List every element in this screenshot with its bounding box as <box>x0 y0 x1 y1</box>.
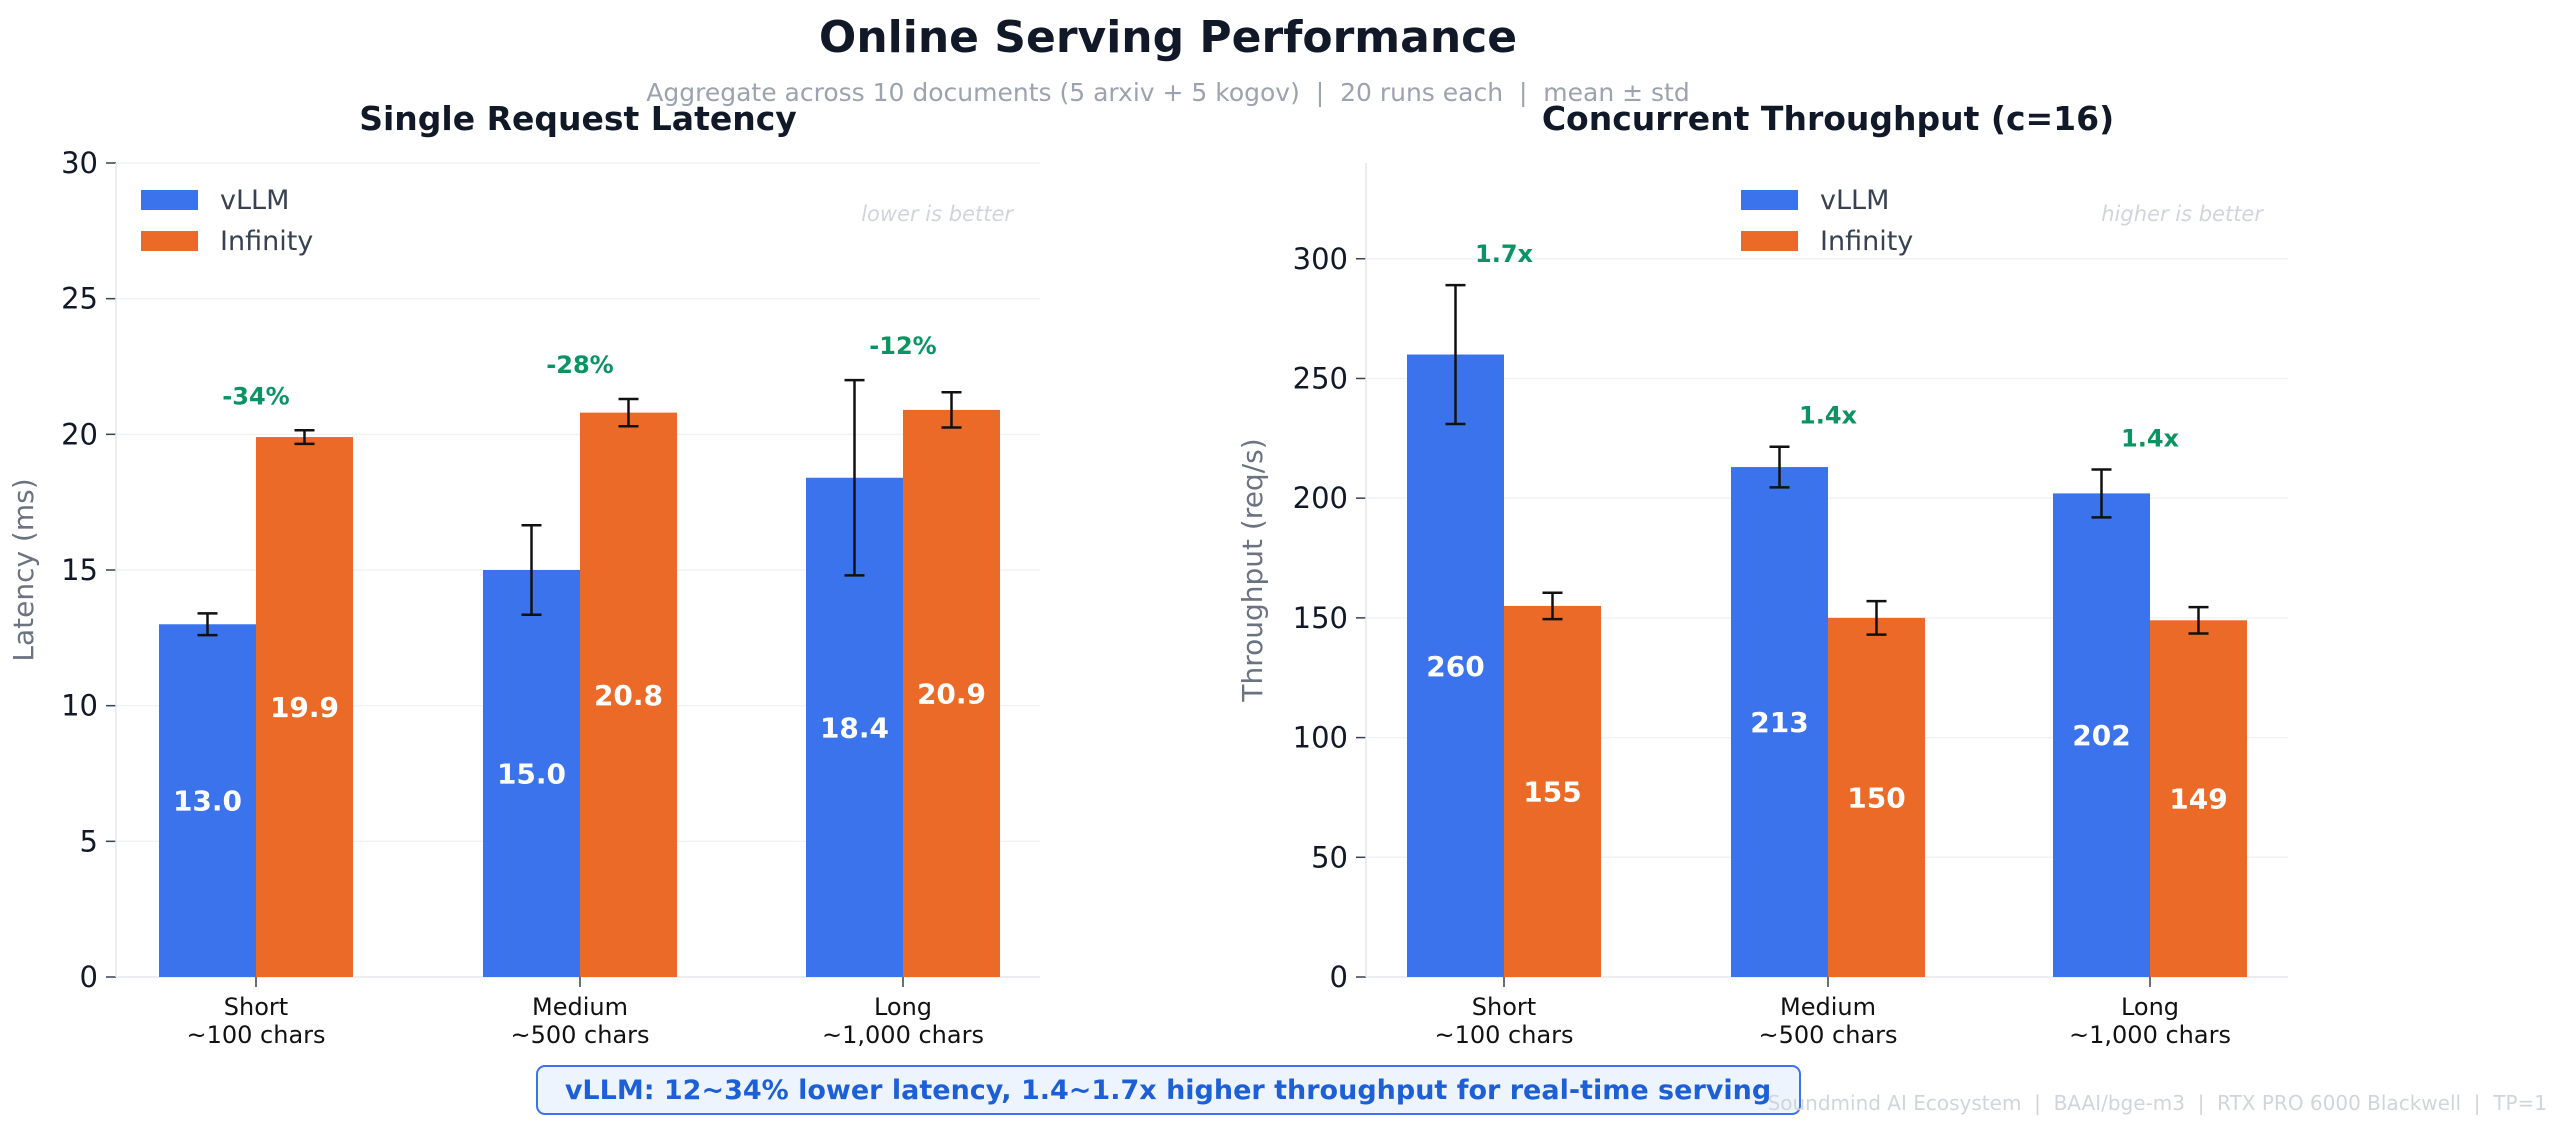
y-tick-label: 50 <box>1311 840 1348 874</box>
y-tick-label: 300 <box>1293 242 1348 276</box>
x-tick-label: Long <box>2121 993 2179 1021</box>
latency-chart: 0 5 10 15 20 25 30 Single Request Latency Latenc… <box>7 99 1040 1049</box>
annotation: 1.4x <box>1799 402 1858 430</box>
x-tick-label: Long <box>874 993 932 1021</box>
data-label: 213 <box>1750 706 1808 739</box>
y-tick-label: 250 <box>1293 361 1348 395</box>
bar-infinity <box>2150 620 2247 977</box>
chart-note: higher is better <box>2101 202 2264 226</box>
figure-subtitle: Aggregate across 10 documents (5 arxiv +… <box>646 78 1689 107</box>
bar-infinity <box>1504 605 1601 977</box>
x-tick-label: ~100 chars <box>1434 1021 1573 1049</box>
footer-banner-text: vLLM: 12~34% lower latency, 1.4~1.7x hig… <box>565 1075 1771 1106</box>
y-tick-label: 15 <box>61 553 98 587</box>
y-tick-label: 0 <box>80 960 98 994</box>
bar-infinity <box>580 412 677 977</box>
y-tick-label: 30 <box>61 146 98 180</box>
legend-label-infinity: Infinity <box>220 226 313 257</box>
annotation: -28% <box>546 351 613 379</box>
legend-label-infinity: Infinity <box>1820 226 1913 257</box>
legend-swatch-vllm <box>1741 190 1798 210</box>
data-label: 13.0 <box>173 785 242 818</box>
data-label: 19.9 <box>270 691 339 724</box>
bar-vllm <box>483 570 580 977</box>
data-label: 260 <box>1426 650 1484 683</box>
data-label: 20.8 <box>594 679 663 712</box>
y-tick-label: 0 <box>1330 960 1348 994</box>
x-tick-label: ~100 chars <box>186 1021 325 1049</box>
bar-vllm <box>1407 354 1504 977</box>
annotation: -12% <box>869 332 936 360</box>
annotation: 1.7x <box>1475 240 1534 268</box>
legend-label-vllm: vLLM <box>220 185 289 216</box>
x-tick-label: ~500 chars <box>510 1021 649 1049</box>
annotation: 1.4x <box>2121 424 2180 452</box>
y-axis-label: Throughput (req/s) <box>1236 438 1269 702</box>
x-tick-label: ~500 chars <box>1758 1021 1897 1049</box>
legend-swatch-vllm <box>141 190 198 210</box>
bar-infinity <box>903 409 1000 977</box>
x-tick-label: Medium <box>532 993 628 1021</box>
chart-title: Single Request Latency <box>359 99 797 138</box>
footer-credit: Soundmind AI Ecosystem | BAAI/bge-m3 | R… <box>1768 1091 2547 1115</box>
x-tick-label: Short <box>1472 993 1536 1021</box>
y-axis-label: Latency (ms) <box>7 478 40 661</box>
y-tick-label: 200 <box>1293 481 1348 515</box>
footer-banner-box <box>536 1065 1801 1115</box>
data-label: 18.4 <box>820 711 889 744</box>
chart-title: Concurrent Throughput (c=16) <box>1542 99 2114 138</box>
bar-vllm <box>1731 467 1828 977</box>
chart-note: lower is better <box>861 202 1014 226</box>
y-tick-label: 20 <box>61 417 98 451</box>
legend-swatch-infinity <box>141 231 198 251</box>
data-label: 150 <box>1847 781 1905 814</box>
data-label: 15.0 <box>497 758 566 791</box>
y-tick-label: 10 <box>61 689 98 723</box>
bar-vllm <box>159 624 256 977</box>
legend-label-vllm: vLLM <box>1820 185 1889 216</box>
data-label: 202 <box>2072 719 2130 752</box>
y-tick-label: 100 <box>1293 721 1348 755</box>
data-label: 155 <box>1523 775 1581 808</box>
footer-banner: vLLM: 12~34% lower latency, 1.4~1.7x hig… <box>536 1065 1801 1115</box>
bar-infinity <box>256 437 353 978</box>
y-tick-label: 25 <box>61 282 98 316</box>
x-tick-label: ~1,000 chars <box>2069 1021 2231 1049</box>
figure-title: Online Serving Performance <box>819 12 1517 63</box>
data-label: 20.9 <box>917 677 986 710</box>
bar-infinity <box>1828 617 1925 977</box>
x-tick-label: Medium <box>1780 993 1876 1021</box>
throughput-chart: 0 50 100 150 200 250 300 Concurrent Throughput … <box>1236 99 2288 1049</box>
x-tick-label: ~1,000 chars <box>822 1021 984 1049</box>
annotation: -34% <box>222 382 289 410</box>
y-tick-label: 5 <box>80 824 98 858</box>
data-label: 149 <box>2169 783 2227 816</box>
y-tick-label: 150 <box>1293 601 1348 635</box>
x-tick-label: Short <box>224 993 288 1021</box>
bar-vllm <box>2053 493 2150 977</box>
legend-swatch-infinity <box>1741 231 1798 251</box>
